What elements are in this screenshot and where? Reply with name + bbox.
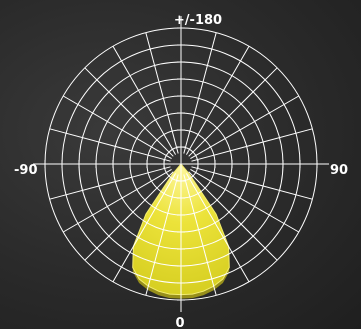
grid-spoke (62, 169, 172, 233)
grid-spoke (188, 171, 278, 261)
grid-spoke (188, 67, 278, 157)
grid-spoke (190, 95, 300, 159)
grid-spoke (112, 173, 176, 283)
grid-spoke (49, 128, 171, 162)
grid-spoke (62, 95, 172, 159)
angle-label-bottom: 0 (175, 316, 184, 329)
grid-spoke (112, 45, 176, 155)
angle-label-right: 90 (330, 163, 348, 178)
angle-label-top: +/-180 (174, 13, 222, 28)
grid-spoke (186, 173, 250, 283)
grid-spoke (145, 174, 179, 296)
grid-spoke (84, 171, 174, 261)
grid-spoke (191, 128, 313, 162)
grid-spoke (84, 67, 174, 157)
grid-spoke (49, 166, 171, 200)
grid-spoke (190, 169, 300, 233)
grid-spoke (145, 32, 179, 154)
grid-spoke (183, 32, 217, 154)
angle-label-left: -90 (14, 163, 38, 178)
grid-spoke (191, 166, 313, 200)
grid-spoke (186, 45, 250, 155)
grid-spoke (183, 174, 217, 296)
